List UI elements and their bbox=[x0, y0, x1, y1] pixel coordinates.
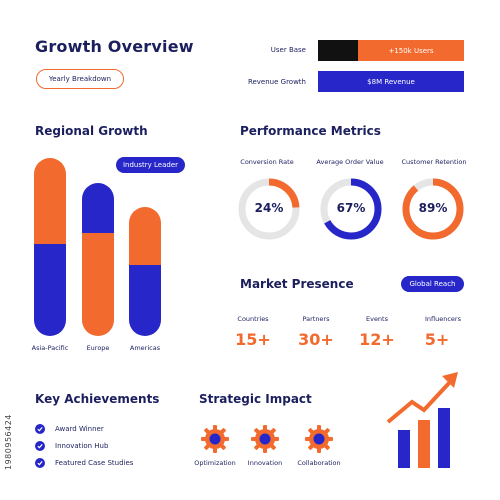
performance-metrics-title: Performance Metrics bbox=[240, 124, 381, 138]
user-base-label: User Base bbox=[270, 46, 306, 54]
impact-label-optimization: Optimization bbox=[194, 459, 236, 467]
market-label-countries: Countries bbox=[237, 315, 269, 323]
revenue-growth-value: $8M Revenue bbox=[318, 71, 464, 92]
market-label-events: Events bbox=[365, 315, 388, 323]
watermark-id: 1980956424 bbox=[4, 414, 13, 470]
column-label-europe: Europe bbox=[86, 344, 110, 352]
strategic-impact-title: Strategic Impact bbox=[199, 392, 312, 406]
achievement-label: Innovation Hub bbox=[55, 442, 109, 450]
column-asia-pacific bbox=[34, 158, 66, 336]
growth-chart-icon bbox=[386, 372, 458, 468]
user-base-bar-dark bbox=[318, 40, 358, 61]
market-label-influencers: Influencers bbox=[424, 315, 461, 323]
column-label-asia-pacific: Asia-Pacific bbox=[31, 344, 69, 352]
achievement-innovation-hub: Innovation Hub bbox=[35, 441, 108, 451]
check-icon bbox=[35, 458, 45, 468]
impact-label-innovation: Innovation bbox=[247, 459, 283, 467]
donut-conversion bbox=[238, 178, 300, 240]
growth-bar-3 bbox=[438, 408, 450, 468]
achievement-label: Award Winner bbox=[55, 425, 104, 433]
achievement-label: Featured Case Studies bbox=[55, 459, 134, 467]
impact-label-collaboration: Collaboration bbox=[297, 459, 341, 467]
yearly-breakdown-button[interactable]: Yearly Breakdown bbox=[36, 69, 124, 89]
gear-icon bbox=[251, 425, 279, 453]
donut-retention-arc bbox=[402, 178, 464, 240]
revenue-growth-bar: $8M Revenue bbox=[318, 71, 464, 92]
column-asia-pacific-bottom bbox=[34, 244, 66, 336]
gear-icon bbox=[305, 425, 333, 453]
regional-growth-title: Regional Growth bbox=[35, 124, 148, 138]
market-presence-title: Market Presence bbox=[240, 277, 354, 291]
revenue-growth-label: Revenue Growth bbox=[247, 78, 306, 86]
growth-arrow-line bbox=[386, 380, 452, 424]
column-europe bbox=[82, 183, 114, 336]
achievement-award-winner: Award Winner bbox=[35, 424, 104, 434]
column-americas-bottom bbox=[129, 265, 161, 336]
metric-value-aov: 67% bbox=[336, 201, 366, 215]
metric-value-retention: 89% bbox=[418, 201, 448, 215]
page-title: Growth Overview bbox=[35, 37, 194, 56]
metric-label-aov: Average Order Value bbox=[316, 158, 384, 166]
metric-label-retention: Customer Retention bbox=[401, 158, 467, 166]
market-value-influencers: 5+ bbox=[424, 330, 450, 349]
metric-value-conversion: 24% bbox=[254, 201, 284, 215]
donut-aov bbox=[320, 178, 382, 240]
check-icon bbox=[35, 424, 45, 434]
metric-label-conversion: Conversion Rate bbox=[240, 158, 294, 166]
column-asia-pacific-top bbox=[34, 158, 66, 244]
market-value-partners: 30+ bbox=[298, 330, 334, 349]
global-reach-badge: Global Reach bbox=[401, 276, 464, 292]
column-europe-top bbox=[82, 183, 114, 233]
column-americas-top bbox=[129, 207, 161, 265]
market-value-countries: 15+ bbox=[235, 330, 271, 349]
donut-conversion-arc bbox=[238, 178, 300, 240]
market-label-partners: Partners bbox=[302, 315, 330, 323]
user-base-value: +150k Users bbox=[358, 40, 464, 61]
donut-aov-arc bbox=[320, 178, 382, 240]
growth-arrow-head bbox=[442, 372, 458, 388]
column-americas bbox=[129, 207, 161, 336]
column-europe-bottom bbox=[82, 233, 114, 336]
market-value-events: 12+ bbox=[359, 330, 395, 349]
achievement-featured-case-studies: Featured Case Studies bbox=[35, 458, 133, 468]
industry-leader-badge: Industry Leader bbox=[116, 157, 185, 173]
check-icon bbox=[35, 441, 45, 451]
gear-icon bbox=[201, 425, 229, 453]
growth-bar-2 bbox=[418, 420, 430, 468]
growth-bar-1 bbox=[398, 430, 410, 468]
key-achievements-title: Key Achievements bbox=[35, 392, 160, 406]
donut-retention bbox=[402, 178, 464, 240]
user-base-bar: +150k Users bbox=[318, 40, 464, 61]
column-label-americas: Americas bbox=[129, 344, 161, 352]
